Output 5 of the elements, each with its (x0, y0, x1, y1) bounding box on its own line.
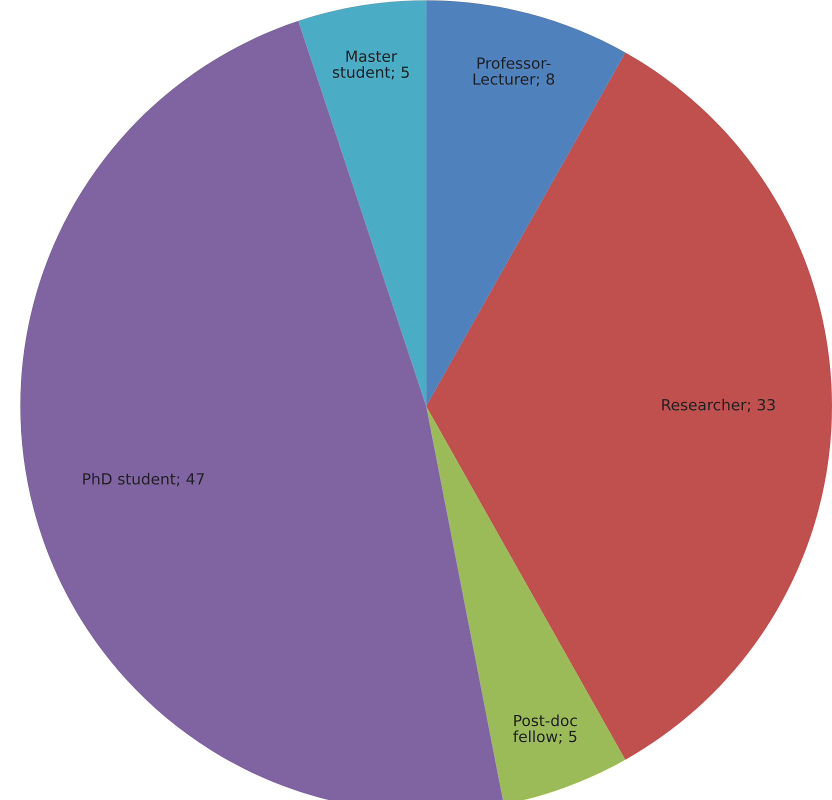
slice-label: Professor-Lecturer; 8 (474, 57, 554, 86)
slice-label: Post-doc fellow; 5 (513, 714, 577, 744)
slice-label: Master student; 5 (332, 50, 409, 80)
slice-label: Researcher; 33 (662, 398, 775, 412)
slice-label: PhD student; 47 (83, 472, 204, 486)
